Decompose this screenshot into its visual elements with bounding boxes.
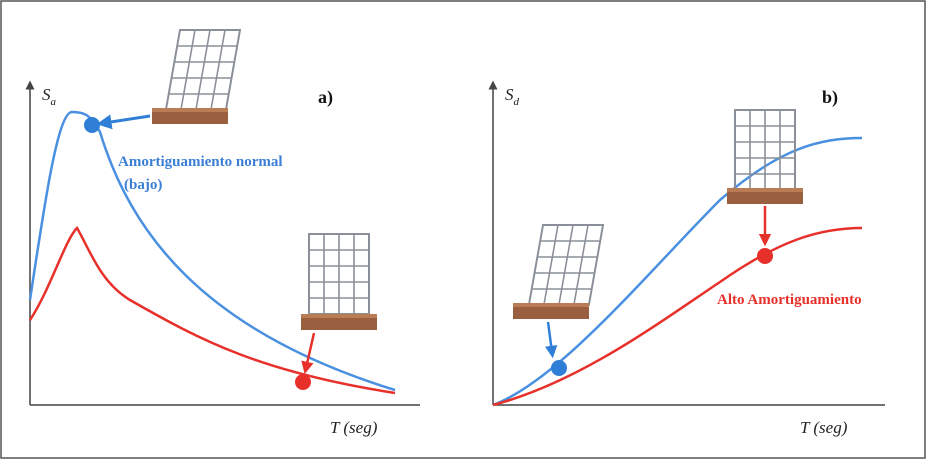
x-axis-label: T (seg)	[330, 418, 378, 437]
point	[551, 360, 567, 376]
building-base	[727, 188, 803, 204]
frame	[1, 1, 925, 458]
panel-label: a)	[318, 87, 333, 108]
point	[295, 374, 311, 390]
point	[757, 248, 773, 264]
building-base	[301, 314, 377, 330]
building-base	[152, 108, 228, 124]
panel-label: b)	[822, 87, 838, 108]
building-base	[513, 303, 589, 319]
annotation: Alto Amortiguamiento	[717, 292, 862, 308]
x-axis-label: T (seg)	[800, 418, 848, 437]
figure: Sa T (seg) a) Amortiguamiento normal (ba…	[0, 0, 926, 459]
point	[84, 117, 100, 133]
annotation: (bajo)	[124, 177, 162, 193]
annotation: Amortiguamiento normal	[118, 154, 283, 170]
